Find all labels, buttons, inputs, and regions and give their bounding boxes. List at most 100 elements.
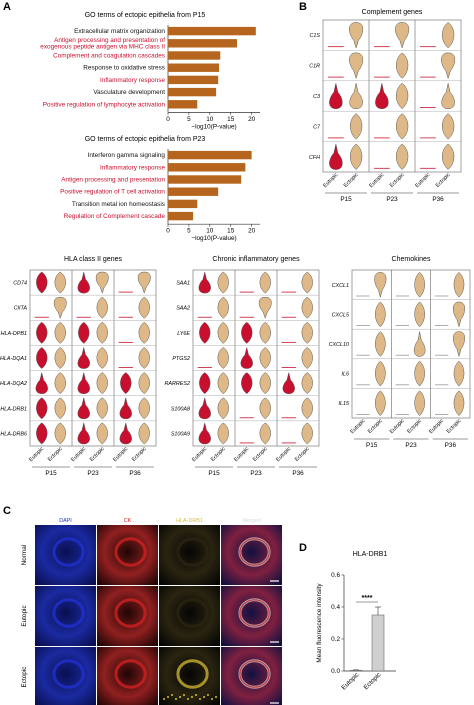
group-label: Eutopic bbox=[112, 446, 129, 463]
violin bbox=[259, 321, 271, 344]
violin bbox=[36, 321, 48, 344]
go-bar bbox=[168, 26, 256, 36]
patient-label: P23 bbox=[87, 470, 99, 477]
group-label: Ectopic bbox=[367, 418, 384, 435]
micro-column-label: CK bbox=[124, 518, 132, 524]
gene-label: CXCL10 bbox=[329, 342, 349, 348]
violin bbox=[259, 271, 271, 294]
violin bbox=[137, 271, 151, 294]
gene-label: PTGS2 bbox=[172, 356, 190, 362]
gene-label: C3 bbox=[313, 94, 320, 100]
go-bar bbox=[168, 75, 219, 85]
violin bbox=[375, 331, 386, 357]
violin bbox=[375, 390, 386, 416]
chemokine-panel: Chemokines CXCL1 CXCL5 CXCL10 IL6 IL15 Eutopic… bbox=[329, 256, 471, 449]
violin bbox=[442, 22, 455, 49]
gene-label: HLA-DQA1 bbox=[0, 356, 27, 362]
group-label: Eutopic bbox=[233, 446, 250, 463]
micro-tile bbox=[159, 647, 220, 705]
micro-tile bbox=[97, 647, 158, 705]
violin bbox=[138, 372, 150, 395]
go-bar bbox=[168, 199, 198, 209]
violin bbox=[241, 372, 253, 395]
gene-label: CXCL1 bbox=[332, 283, 349, 289]
group-label: Ectopic bbox=[294, 446, 311, 463]
violin bbox=[96, 422, 108, 445]
group-label: Ectopic bbox=[343, 172, 360, 189]
gene-label: S100A8 bbox=[171, 406, 190, 412]
go-tick-label: 20 bbox=[248, 228, 256, 235]
micro-tile bbox=[159, 525, 220, 585]
gene-label: IL15 bbox=[339, 401, 350, 407]
violin bbox=[375, 360, 386, 387]
violin bbox=[441, 52, 456, 80]
gene-label: CFH bbox=[309, 155, 320, 161]
violin bbox=[198, 397, 211, 420]
violin bbox=[54, 347, 66, 369]
violin bbox=[241, 321, 253, 344]
gene-label: C1S bbox=[310, 33, 321, 39]
violin bbox=[96, 397, 108, 420]
violin bbox=[349, 83, 363, 110]
micro-tile bbox=[221, 647, 282, 705]
group-label: Eutopic bbox=[428, 418, 445, 435]
hla-signal bbox=[211, 698, 213, 700]
micro-tile bbox=[221, 525, 282, 585]
group-label: Eutopic bbox=[275, 446, 292, 463]
go-bar bbox=[168, 175, 242, 184]
patient-label: P36 bbox=[129, 470, 141, 477]
violin bbox=[119, 397, 132, 420]
violin bbox=[36, 347, 48, 369]
go-bar bbox=[168, 150, 252, 160]
violin-grid-frame bbox=[351, 269, 471, 419]
gene-label: HLA-DRB1 bbox=[0, 406, 27, 412]
violin bbox=[259, 422, 271, 445]
micro-tile bbox=[35, 647, 96, 705]
micro-row-label: Ectopic bbox=[21, 666, 28, 688]
go-term-label: Complement and coagulation cascades bbox=[53, 53, 165, 60]
group-label: Ectopic bbox=[89, 446, 106, 463]
hla-signal bbox=[171, 694, 173, 696]
violin bbox=[240, 347, 253, 369]
group-label: Ectopic bbox=[406, 418, 423, 435]
violin bbox=[217, 372, 229, 395]
chemokine-panel-title: Chemokines bbox=[392, 256, 431, 263]
group-label: Ectopic bbox=[252, 446, 269, 463]
gland-ring bbox=[239, 660, 270, 688]
patient-label: P15 bbox=[45, 470, 57, 477]
go-tick-label: 5 bbox=[187, 228, 191, 235]
go-term-label: Extracellular matrix organization bbox=[74, 28, 165, 35]
violin bbox=[77, 347, 90, 369]
violin bbox=[36, 397, 48, 420]
violin bbox=[138, 296, 150, 319]
violin bbox=[77, 271, 90, 294]
chart-tick-label: 0.6 bbox=[331, 572, 340, 579]
go-tick-label: 0 bbox=[166, 228, 170, 235]
go-term-label: Positive regulation of T cell activation bbox=[60, 189, 165, 196]
go-x-label: −log10(P-value) bbox=[191, 123, 236, 130]
group-label: Eutopic bbox=[191, 446, 208, 463]
go-chart-p15: GO terms of ectopic epithelia from P15 Ex… bbox=[40, 12, 260, 130]
gland-ring bbox=[176, 659, 209, 689]
micro-column-label: HLA-DRB1 bbox=[176, 518, 203, 524]
significance-label: **** bbox=[362, 595, 373, 602]
violin bbox=[96, 321, 108, 344]
group-label: Ectopic bbox=[131, 446, 148, 463]
patient-label: P36 bbox=[445, 442, 457, 449]
violin bbox=[53, 296, 67, 320]
fluorescence-chart: HLA-DRB1 0.0 0.2 0.4 0.6 Mean fluorescence in… bbox=[316, 551, 396, 691]
group-label: Ectopic bbox=[435, 172, 452, 189]
go-term-label: Vasculature development bbox=[93, 89, 165, 96]
group-label: Eutopic bbox=[414, 172, 431, 189]
violin bbox=[349, 22, 364, 49]
violin bbox=[301, 271, 313, 294]
violin bbox=[452, 331, 466, 358]
violin bbox=[259, 372, 271, 395]
micro-tile bbox=[221, 586, 282, 646]
go-bar bbox=[168, 211, 194, 221]
micro-tile bbox=[35, 525, 96, 585]
group-label: Eutopic bbox=[28, 446, 45, 463]
micro-column-label: Merged bbox=[242, 518, 260, 524]
violin-grid-frame bbox=[29, 269, 157, 447]
